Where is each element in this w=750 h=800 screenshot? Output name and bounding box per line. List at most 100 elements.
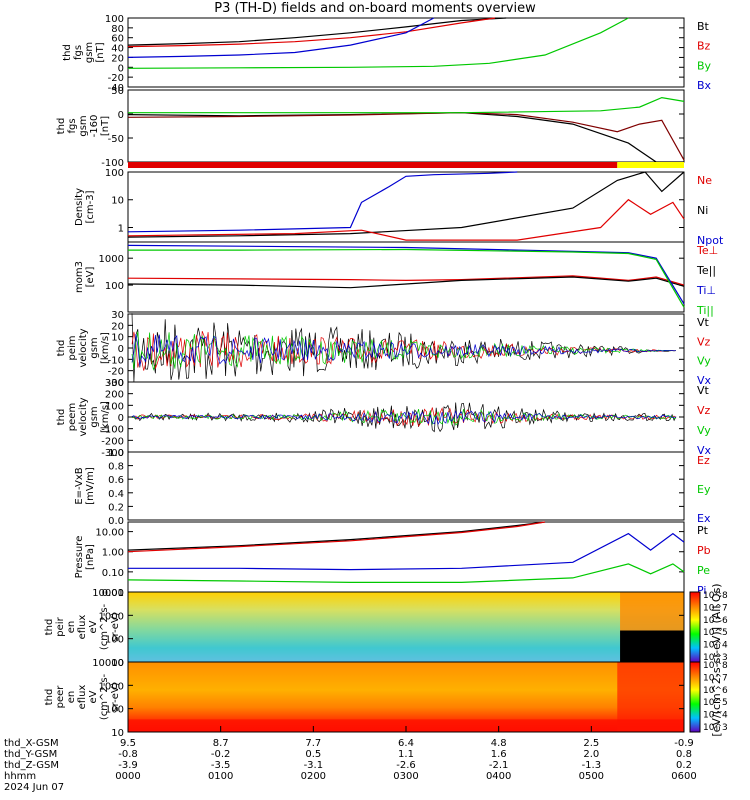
- y-axis-label: eV: [88, 690, 99, 703]
- y-axis-label: [mV/m]: [85, 467, 96, 505]
- x-tick-label: -0.2: [211, 749, 231, 760]
- panel-peer-en-eflux: [127, 661, 701, 733]
- series-line-Ti⊥: [127, 244, 685, 305]
- x-tick-label: -0.9: [674, 738, 694, 749]
- colorbar-tick-label: 10^8: [703, 591, 728, 601]
- legend-entry-Te||: Te||: [696, 264, 716, 277]
- y-tick-label: 0.6: [108, 475, 124, 486]
- y-tick-label: 10: [111, 728, 124, 739]
- colorbar-tick-label: 10^6: [703, 686, 728, 696]
- velocity-trace: [131, 330, 677, 371]
- colorbar: [689, 661, 701, 733]
- y-tick-label: 100: [105, 168, 124, 179]
- y-tick-label: 0: [118, 63, 124, 74]
- y-tick-label: 0.8: [108, 462, 124, 473]
- y-tick-label: 200: [105, 390, 124, 401]
- panel-frame: [127, 171, 685, 243]
- x-tick-label: 0300: [393, 771, 418, 782]
- legend-entry-Ey: Ey: [697, 483, 711, 496]
- series-line-Bt: [127, 112, 684, 163]
- y-axis-label: velocity: [78, 397, 89, 436]
- legend-entry-Vz: Vz: [697, 335, 711, 348]
- legend-entry-Ti||: Ti||: [696, 304, 714, 317]
- y-tick-label: -20: [108, 73, 124, 84]
- y-tick-label: 0.10: [102, 568, 124, 579]
- legend-entry-Te⊥: Te⊥: [696, 244, 718, 257]
- y-tick-label: 40: [111, 44, 124, 55]
- x-axis-row-label: thd_Y-GSM: [4, 749, 57, 760]
- y-tick-label: 10000: [92, 588, 124, 599]
- y-axis-label: [nPa]: [85, 544, 96, 570]
- y-tick-label: 100: [105, 705, 124, 716]
- legend-entry-By: By: [697, 59, 712, 72]
- colorbar-tick-label: 10^5: [703, 698, 728, 708]
- x-tick-label: 0.2: [676, 760, 692, 771]
- legend-entry-Pb: Pb: [697, 544, 711, 557]
- panel-peem-velocity: [127, 381, 685, 453]
- y-tick-label: 10: [111, 333, 124, 344]
- colorbar-tick-label: 10^3: [703, 723, 728, 733]
- y-axis-label: en: [66, 621, 77, 634]
- panel-frame: [127, 521, 685, 593]
- panel-moments-temp: [127, 241, 685, 313]
- y-axis-label: thd: [44, 619, 55, 636]
- legend-entry-Vt: Vt: [697, 384, 710, 397]
- series-line-Ti||: [128, 248, 685, 308]
- y-axis-label: en: [66, 691, 77, 704]
- colorbar-tick-label: 10^3: [703, 653, 728, 663]
- page-title: P3 (TH-D) fields and on-board moments ov…: [214, 1, 536, 16]
- y-tick-label: -100: [101, 158, 124, 169]
- y-tick-label: -200: [101, 436, 124, 447]
- y-axis-label: [km/s]: [100, 332, 111, 364]
- legend-entry-Ex: Ex: [697, 512, 711, 525]
- y-tick-label: -40: [108, 83, 124, 94]
- colorbar-tick-label: 10^5: [703, 628, 728, 638]
- y-tick-label: 10: [111, 658, 124, 669]
- legend-entry-Bx: Bx: [697, 79, 712, 92]
- y-tick-label: 20: [111, 321, 124, 332]
- legend-entry-Pt: Pt: [697, 524, 709, 537]
- series-line-Bz: [127, 17, 496, 48]
- x-tick-label: 4.8: [491, 738, 507, 749]
- series-line-Pt: [127, 521, 546, 551]
- y-axis-label: mom3: [74, 261, 85, 293]
- x-tick-label: -1.3: [582, 760, 602, 771]
- y-tick-label: -10: [108, 355, 124, 366]
- y-axis-label: -160: [89, 115, 100, 138]
- y-tick-label: 100: [105, 401, 124, 412]
- y-tick-label: -30: [108, 378, 124, 389]
- dropout-region: [620, 630, 684, 662]
- y-axis-label: fgs: [73, 45, 84, 60]
- x-tick-label: 0.5: [305, 749, 321, 760]
- y-axis-label: thd: [56, 340, 67, 357]
- y-tick-label: -100: [101, 425, 124, 436]
- legend-entry-Vx: Vx: [697, 444, 712, 457]
- y-tick-label: 10.00: [95, 528, 124, 539]
- x-tick-label: 0400: [486, 771, 511, 782]
- series-line-Pb: [127, 521, 546, 553]
- colorbar-tick-label: 10^7: [703, 603, 728, 613]
- x-tick-label: 8.7: [213, 738, 229, 749]
- legend-entry-Vx: Vx: [697, 374, 712, 387]
- x-tick-label: 1.1: [398, 749, 414, 760]
- y-tick-label: 0: [118, 110, 124, 121]
- y-axis-label: (cm^2-s-: [99, 603, 110, 650]
- y-tick-label: 1.0: [108, 448, 124, 459]
- y-axis-label: peer: [55, 685, 66, 709]
- series-line-Te⊥: [127, 275, 685, 286]
- colorbar: [689, 591, 701, 663]
- y-axis-label: [nT]: [100, 116, 111, 136]
- series-line-Bx: [127, 112, 685, 161]
- series-line-Bx: [127, 17, 435, 58]
- panel-e-field: [127, 451, 685, 521]
- y-axis-label: gsm: [78, 115, 89, 136]
- y-tick-label: 10000: [92, 658, 124, 669]
- x-tick-label: 6.4: [398, 738, 414, 749]
- colorbar-tick-label: 10^6: [703, 616, 728, 626]
- y-tick-label: 1.00: [102, 548, 124, 559]
- series-line-By: [127, 17, 629, 69]
- y-tick-label: 1000: [99, 681, 124, 692]
- panel-frame: [127, 241, 685, 313]
